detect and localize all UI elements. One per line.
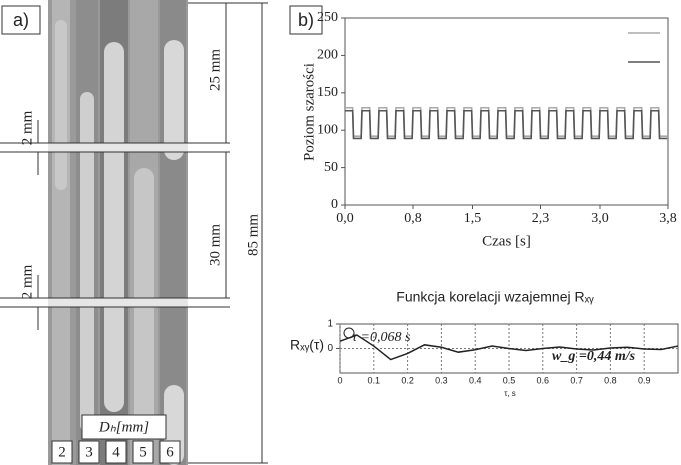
channel-box (132, 440, 154, 464)
x-tick-label: 0.4 (469, 375, 482, 385)
dh-label: Dₕ[mm] (98, 419, 149, 435)
panel-label-box (289, 5, 323, 35)
y-tick-label: 0 (331, 197, 338, 212)
channel-label: 4 (112, 444, 120, 460)
channel-labels: 2 3 4 5 6 (51, 440, 181, 464)
dim-label: 30 mm (207, 224, 223, 266)
y-tick-label: 150 (317, 85, 338, 100)
x-axis-label: τ, s (504, 389, 516, 398)
dim-label: 25 mm (207, 49, 223, 91)
x-tick-label: 0.8 (604, 375, 617, 385)
x-tick-label: 0.5 (503, 375, 516, 385)
y-tick-label: 50 (324, 160, 338, 175)
x-tick-label: 0.9 (638, 375, 651, 385)
x-tick-label: 0,8 (404, 211, 422, 226)
series-line (345, 109, 668, 140)
panel-label: a) (13, 10, 29, 30)
x-tick-label: 0.7 (570, 375, 583, 385)
y-axis-label: Rₓᵧ(τ) (290, 337, 324, 353)
x-tick-label: 0.3 (435, 375, 448, 385)
y-tick-label: 250 (317, 10, 338, 25)
y-axis-label: Poziom szarości (301, 63, 317, 161)
channel-box (51, 440, 73, 464)
dim-label: 85 mm (245, 214, 261, 256)
annotation: w_g =0,44 m/s (552, 349, 636, 364)
x-tick-label: 3,8 (659, 211, 677, 226)
panel-label-box (1, 5, 41, 35)
peak-marker (343, 327, 355, 339)
x-tick-label: 2,3 (532, 211, 550, 226)
x-tick-label: 0.1 (368, 375, 381, 385)
channel-label: 6 (166, 444, 174, 460)
x-tick-label: 0.2 (401, 375, 414, 385)
y-tick-label: 100 (317, 122, 338, 137)
channel-box (159, 440, 181, 464)
y-tick-label: 0 (327, 343, 333, 354)
photo (48, 0, 188, 465)
dim-label: 2 mm (19, 264, 35, 299)
x-tick-label: 1,5 (464, 211, 482, 226)
dim-label: 2 mm (19, 110, 35, 145)
x-tick-label: 0.6 (537, 375, 550, 385)
channel-label: 5 (139, 444, 147, 460)
y-tick-label: 200 (317, 48, 338, 63)
channel-label: 2 (58, 444, 66, 460)
annotation: τ =0,068 s (352, 330, 411, 345)
x-tick-label: 3,0 (591, 211, 609, 226)
x-tick-label: 0,0 (336, 211, 354, 226)
chart-title: Funkcja korelacji wzajemnej Rₓᵧ (396, 289, 594, 305)
x-tick-label: 0 (337, 375, 342, 385)
dimension-lines (0, 2, 268, 464)
channel-label: 3 (85, 444, 93, 460)
y-tick-label: 1 (327, 319, 333, 330)
channel-box (105, 440, 127, 464)
panel-label: b) (298, 10, 314, 30)
channel-box (78, 440, 100, 464)
series-line (339, 334, 679, 361)
x-axis-label: Czas [s] (482, 233, 531, 249)
